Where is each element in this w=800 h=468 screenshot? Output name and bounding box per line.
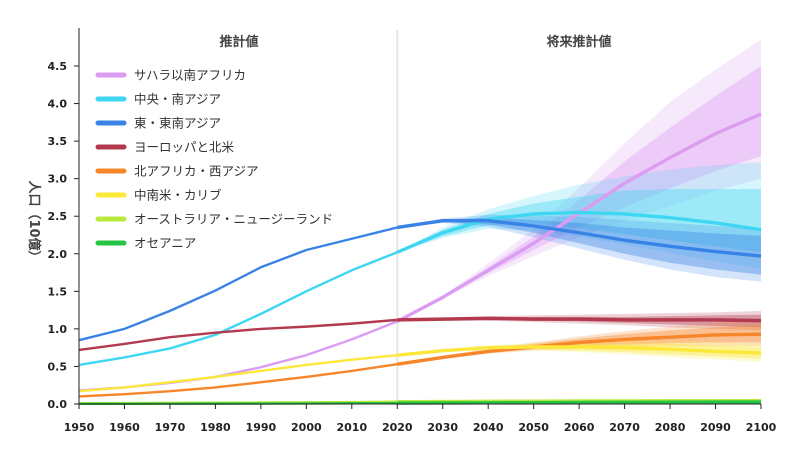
y-tick-label: 4.5 <box>48 60 68 73</box>
period-label-estimate: 推計値 <box>219 34 258 50</box>
legend-item-label-1: サハラ以南アフリカ <box>134 68 246 83</box>
uncertainty-band-inner-1 <box>397 66 761 322</box>
x-tick-label: 2020 <box>382 421 413 434</box>
series-line-projection-4 <box>397 316 762 323</box>
x-tick-label: 1970 <box>155 421 186 434</box>
x-tick-label: 2030 <box>427 421 458 434</box>
series-line-estimate-3 <box>78 226 398 342</box>
x-tick-label: 2080 <box>655 421 686 434</box>
x-tick-label: 2050 <box>518 421 549 434</box>
legend-item-label-3: 東・東南アジア <box>134 116 221 131</box>
x-tick-label: 2100 <box>746 421 777 434</box>
legend-item-label-7: オーストラリア・ニュージーランド <box>134 212 333 227</box>
series-line-projection-6 <box>397 345 762 357</box>
period-label-projection: 将来推計値 <box>546 34 611 50</box>
series-line-projection-5 <box>397 332 762 366</box>
y-tick-label: 4.0 <box>48 98 68 111</box>
uncertainty-band-inner-2 <box>397 189 761 253</box>
series-line-estimate-4 <box>78 318 398 352</box>
uncertainty-band-inner-3 <box>397 217 761 275</box>
uncertainty-band-outer-2 <box>397 162 761 269</box>
y-tick-label: 3.5 <box>48 135 68 148</box>
legend-item-label-4: ヨーロッパと北米 <box>134 140 235 155</box>
y-tick-label: 1.0 <box>48 323 68 336</box>
y-tick-label: 0.0 <box>48 398 68 411</box>
legend-item-label-5: 北アフリカ・西アジア <box>134 164 259 179</box>
legend-item-label-2: 中央・南アジア <box>134 92 221 107</box>
uncertainty-band-outer-3 <box>397 214 761 282</box>
legend-item-label-6: 中南米・カリブ <box>134 188 222 203</box>
x-tick-label: 2000 <box>291 421 322 434</box>
x-tick-label: 2010 <box>336 421 367 434</box>
x-tick-label: 1980 <box>200 421 231 434</box>
series-line-estimate-6 <box>78 353 398 393</box>
series-line-estimate-2 <box>78 251 398 367</box>
y-tick-label: 1.5 <box>48 285 68 298</box>
y-axis-label: 人口（10億） <box>26 180 42 263</box>
series-line-projection-3 <box>397 219 762 258</box>
uncertainty-band-inner-5 <box>397 325 761 365</box>
series-line-projection-8 <box>397 400 762 405</box>
x-tick-label: 1990 <box>246 421 277 434</box>
legend-item-label-8: オセアニア <box>134 236 196 251</box>
x-tick-label: 2090 <box>700 421 731 434</box>
x-tick-label: 2060 <box>564 421 595 434</box>
y-tick-label: 2.5 <box>48 210 68 223</box>
series-line-projection-2 <box>396 210 762 254</box>
series-line-estimate-5 <box>78 363 398 398</box>
uncertainty-band-outer-1 <box>397 39 761 322</box>
y-tick-label: 3.0 <box>48 173 68 186</box>
x-tick-label: 1950 <box>64 421 95 434</box>
x-tick-label: 1960 <box>109 421 140 434</box>
x-tick-label: 2040 <box>473 421 504 434</box>
y-tick-label: 0.5 <box>48 360 68 373</box>
x-tick-label: 2070 <box>609 421 640 434</box>
y-tick-label: 2.0 <box>48 248 68 261</box>
